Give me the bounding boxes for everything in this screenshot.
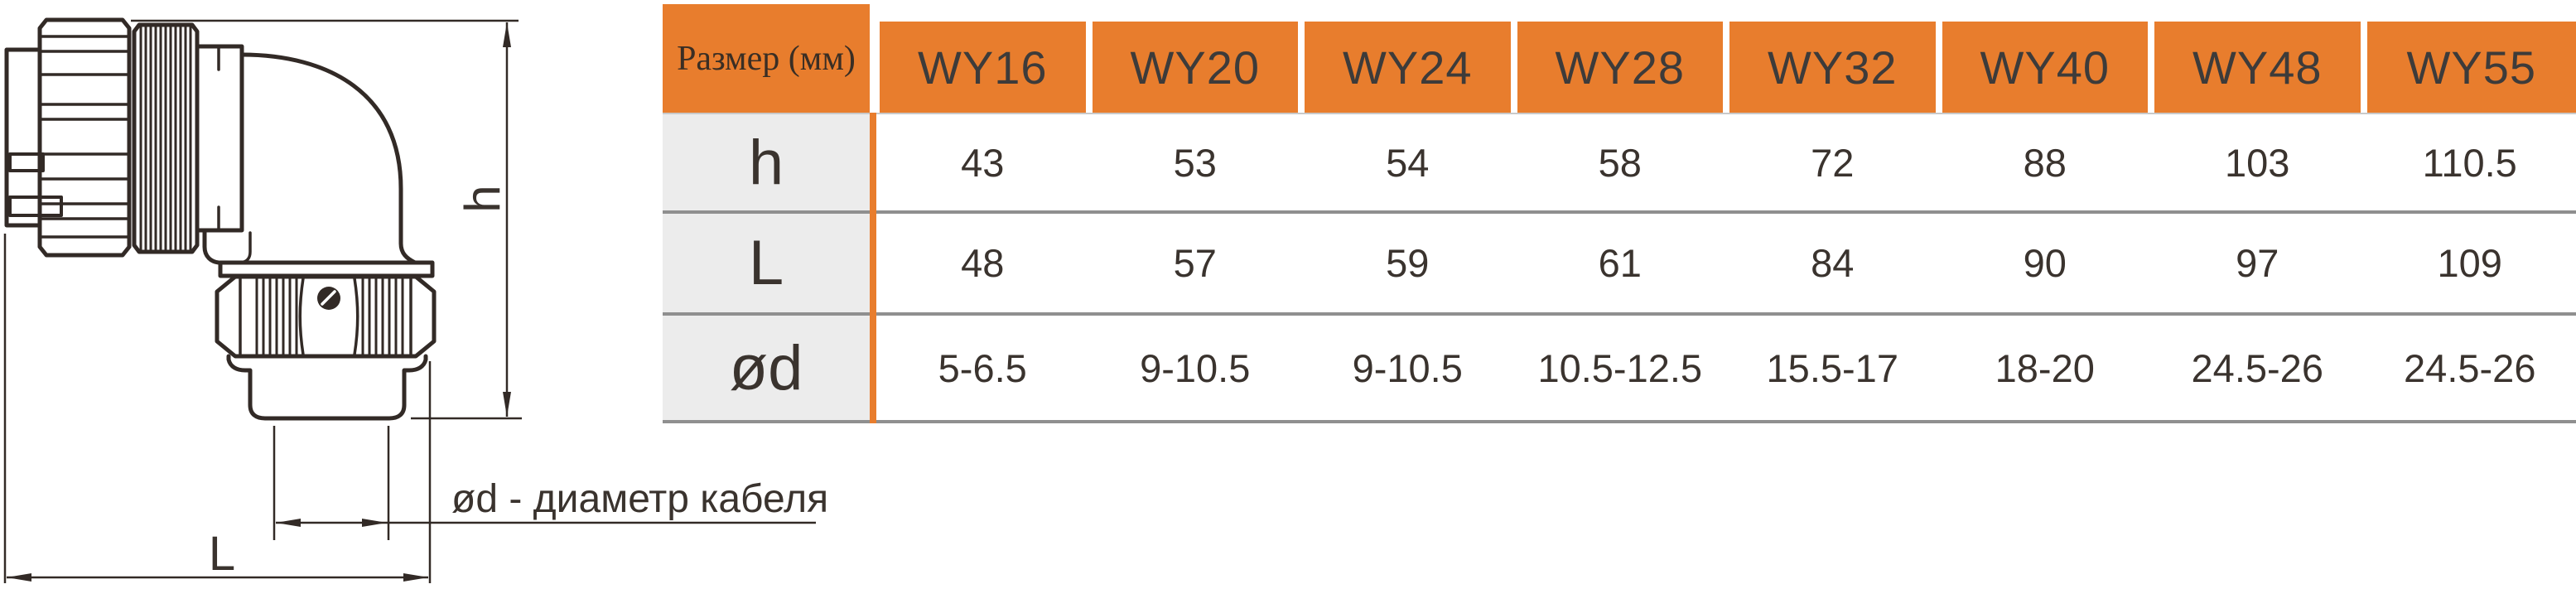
table-cell: 24.5-26 (2151, 316, 2364, 423)
column-header-wy16: WY16 (880, 22, 1086, 113)
dimension-lines (3, 19, 816, 583)
table-cell: 15.5-17 (1726, 316, 1939, 423)
gland-flange (218, 260, 435, 278)
coupling-ring-bands (38, 35, 131, 239)
coupling-ring (37, 17, 132, 258)
cable-diameter-note: ød - диаметр кабеля (451, 477, 828, 521)
table-cell: 24.5-26 (2363, 316, 2576, 423)
gland-nut (215, 274, 437, 359)
elbow-inner-wall (202, 228, 221, 265)
table-cell: 53 (1088, 113, 1301, 214)
table-cell: 97 (2151, 214, 2364, 316)
column-header-wy55: WY55 (2366, 22, 2576, 113)
table-cell: 72 (1726, 113, 1939, 214)
table-cell: 18-20 (1938, 316, 2151, 423)
table-cell: 109 (2363, 214, 2576, 316)
table-cell: 9-10.5 (1301, 316, 1514, 423)
table-cell: 88 (1938, 113, 2151, 214)
column-header-wy24: WY24 (1305, 22, 1511, 113)
column-header-wy20: WY20 (1092, 22, 1298, 113)
column-header-wy32: WY32 (1729, 22, 1936, 113)
elbow-outer-curve (239, 52, 417, 265)
row-label-d: ød (663, 316, 870, 423)
elbow-body (195, 44, 244, 233)
knurled-ring-ribs (139, 24, 192, 253)
table-cell: 110.5 (2363, 113, 2576, 214)
gland-nut-ribs (255, 277, 404, 356)
knurled-ring (132, 22, 200, 254)
size-table: Размер (мм) WY16 WY20 WY24 WY28 WY32 WY4… (663, 4, 2576, 423)
table-cell: 43 (876, 113, 1089, 214)
column-header-wy40: WY40 (1942, 22, 2148, 113)
cable-tube (226, 354, 428, 421)
table-corner-header: Размер (мм) (663, 4, 870, 113)
table-cell: 103 (2151, 113, 2364, 214)
table-cell: 61 (1513, 214, 1726, 316)
orange-divider (870, 113, 876, 423)
table-cell: 54 (1301, 113, 1514, 214)
table-cell: 84 (1726, 214, 1939, 316)
connector-drawing: h L ød - диаметр кабеля (3, 17, 828, 583)
column-header-wy48: WY48 (2154, 22, 2361, 113)
column-header-wy28: WY28 (1517, 22, 1723, 113)
table-cell: 48 (876, 214, 1089, 316)
row-label-l: L (663, 214, 870, 316)
contact-pin (8, 196, 63, 217)
table-cell: 57 (1088, 214, 1301, 316)
table-cell: 10.5-12.5 (1513, 316, 1726, 423)
table-cell: 58 (1513, 113, 1726, 214)
table-cell: 9-10.5 (1088, 316, 1301, 423)
contact-pin (8, 152, 45, 172)
dim-l-label: L (209, 527, 235, 581)
table-cell: 90 (1938, 214, 2151, 316)
table-cell: 59 (1301, 214, 1514, 316)
row-label-h: h (663, 113, 870, 214)
dim-h-label: h (455, 185, 510, 212)
table-cell: 5-6.5 (876, 316, 1089, 423)
